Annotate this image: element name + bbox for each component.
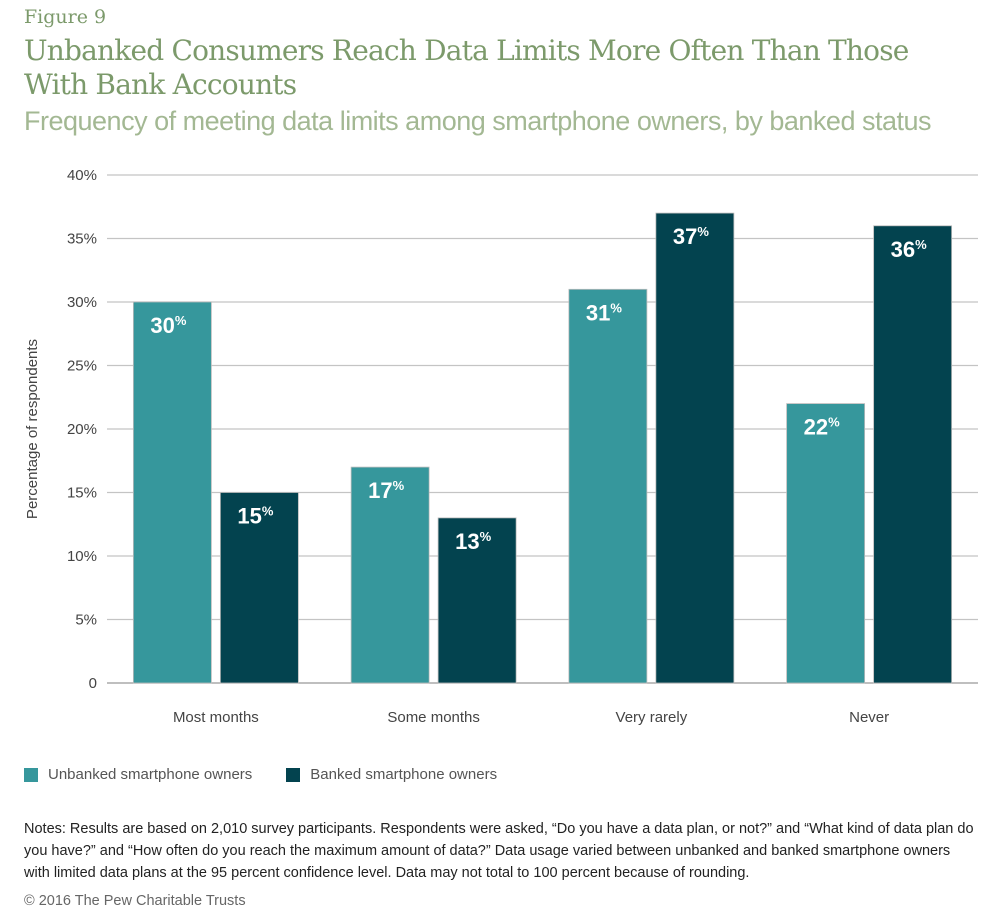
bar-unbanked	[568, 288, 648, 684]
x-tick-label: Some months	[387, 709, 480, 726]
y-tick-label: 10%	[67, 548, 97, 565]
y-tick-label: 15%	[67, 485, 97, 502]
chart-subtitle: Frequency of meeting data limits among s…	[24, 106, 932, 136]
x-tick-label: Most months	[173, 709, 259, 726]
y-tick-label: 20%	[67, 421, 97, 438]
bar-banked	[655, 212, 735, 684]
bar-unbanked	[132, 301, 212, 684]
y-tick-label: 0	[89, 675, 97, 692]
y-tick-label: 25%	[67, 358, 97, 375]
y-tick-label: 35%	[67, 231, 97, 248]
data-label: 17%	[368, 478, 404, 503]
bar-unbanked	[350, 466, 430, 684]
bar-banked	[437, 517, 517, 684]
bar-chart: 0 5% 10% 15% 20% 25% 30% 35% 40% Percentage of re…	[24, 167, 978, 726]
legend-label-banked: Banked smartphone owners	[310, 766, 498, 783]
legend-label-unbanked: Unbanked smartphone owners	[48, 766, 253, 783]
y-axis-label: Percentage of respondents	[24, 339, 41, 519]
y-tick-label: 40%	[67, 167, 97, 184]
legend-item-banked: Banked smartphone owners	[286, 766, 497, 783]
x-tick-label: Never	[849, 709, 889, 726]
bar-unbanked	[786, 403, 866, 684]
bar-banked	[219, 492, 299, 684]
legend-swatch-banked	[286, 767, 301, 782]
y-tick-label: 30%	[67, 294, 97, 311]
data-label: 30%	[150, 313, 186, 338]
notes: Notes: Results are based on 2,010 survey…	[24, 821, 974, 881]
y-tick-label: 5%	[75, 612, 97, 629]
legend-swatch-unbanked	[24, 767, 38, 782]
bar-banked	[873, 225, 953, 684]
data-label: 37%	[673, 224, 709, 249]
copyright: © 2016 The Pew Charitable Trusts	[24, 893, 246, 909]
legend: Unbanked smartphone owners Banked smartp…	[24, 766, 497, 783]
chart-title: Unbanked Consumers Reach Data Limits Mor…	[24, 34, 909, 101]
x-tick-label: Very rarely	[616, 709, 688, 726]
legend-item-unbanked: Unbanked smartphone owners	[24, 766, 252, 783]
figure-label: Figure 9	[24, 6, 107, 28]
